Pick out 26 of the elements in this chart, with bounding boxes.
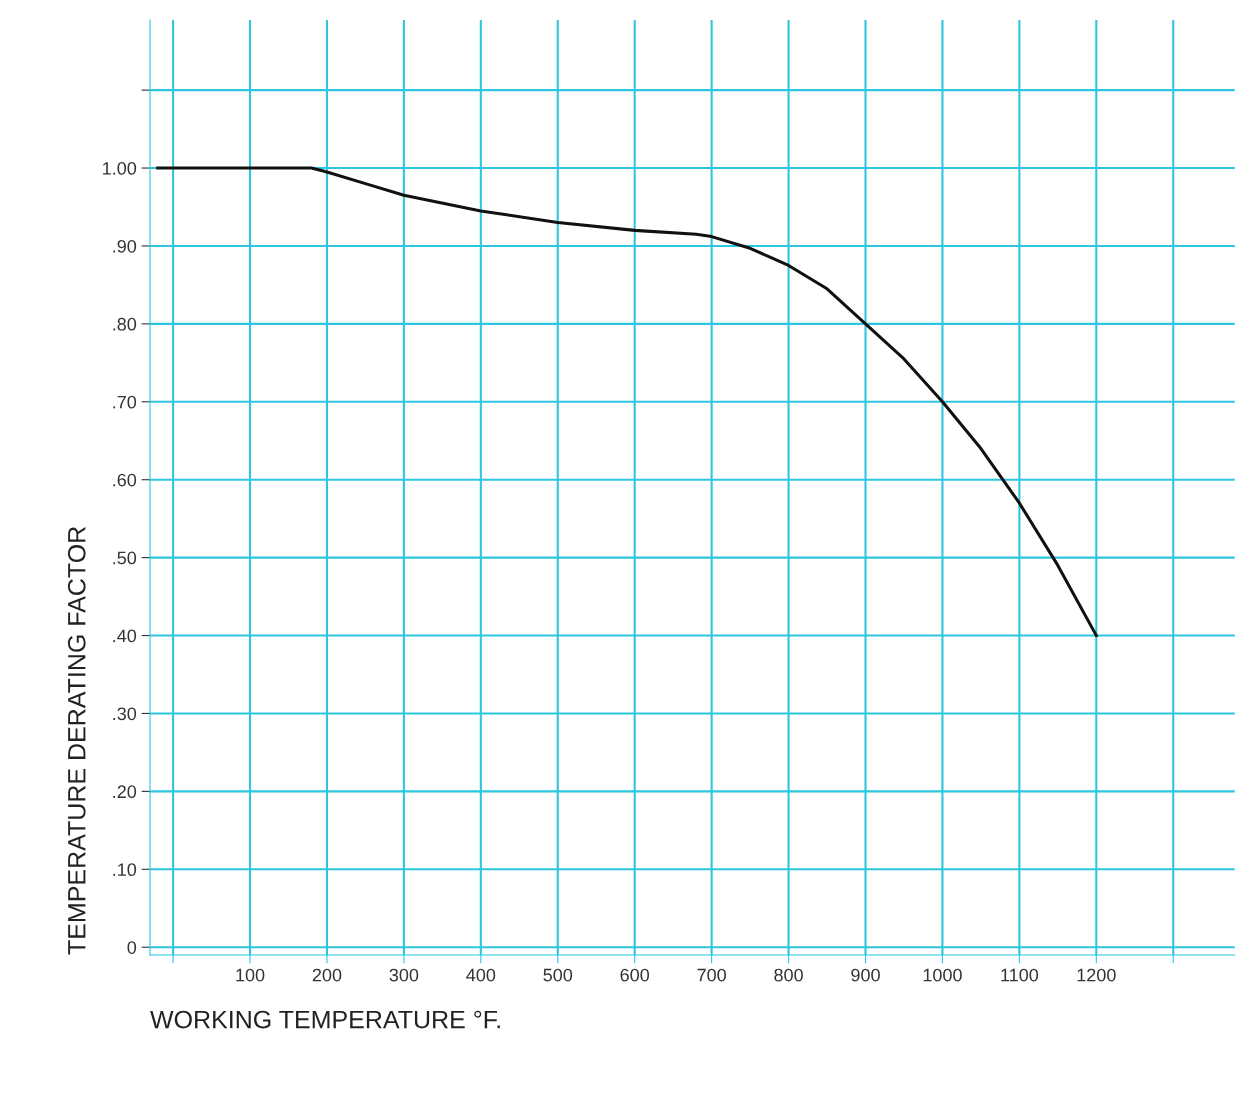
y-tick-label: 1.00 [103,161,137,175]
x-tick-label: 400 [466,968,496,982]
y-tick-label: .80 [113,317,137,331]
x-tick-label: 800 [774,968,803,982]
x-tick-label: 500 [543,968,573,982]
x-tick-label: 600 [620,968,650,982]
x-tick-label: 900 [851,968,880,982]
y-tick-label: .70 [113,395,137,409]
y-axis-title: TEMPERATURE DERATING FACTOR [67,526,86,955]
x-tick-label: 200 [312,968,342,982]
y-tick-label: .60 [113,473,137,487]
y-tick-label: .20 [113,785,137,799]
x-tick-label: 100 [236,968,265,982]
x-tick-label: 300 [389,968,419,982]
x-tick-label: 700 [697,968,726,982]
y-tick-label: .30 [113,707,137,721]
x-tick-label: 1100 [1001,968,1039,982]
x-tick-label: 1200 [1077,968,1116,982]
y-tick-label: .90 [113,239,137,253]
y-tick-label: 0 [127,941,137,954]
x-axis-title: WORKING TEMPERATURE °F. [150,1010,500,1029]
y-tick-label: .40 [113,629,137,643]
y-tick-label: .50 [113,551,137,565]
x-tick-label: 1000 [923,968,962,982]
line-series [156,166,1098,638]
y-tick-label: .10 [113,863,137,877]
